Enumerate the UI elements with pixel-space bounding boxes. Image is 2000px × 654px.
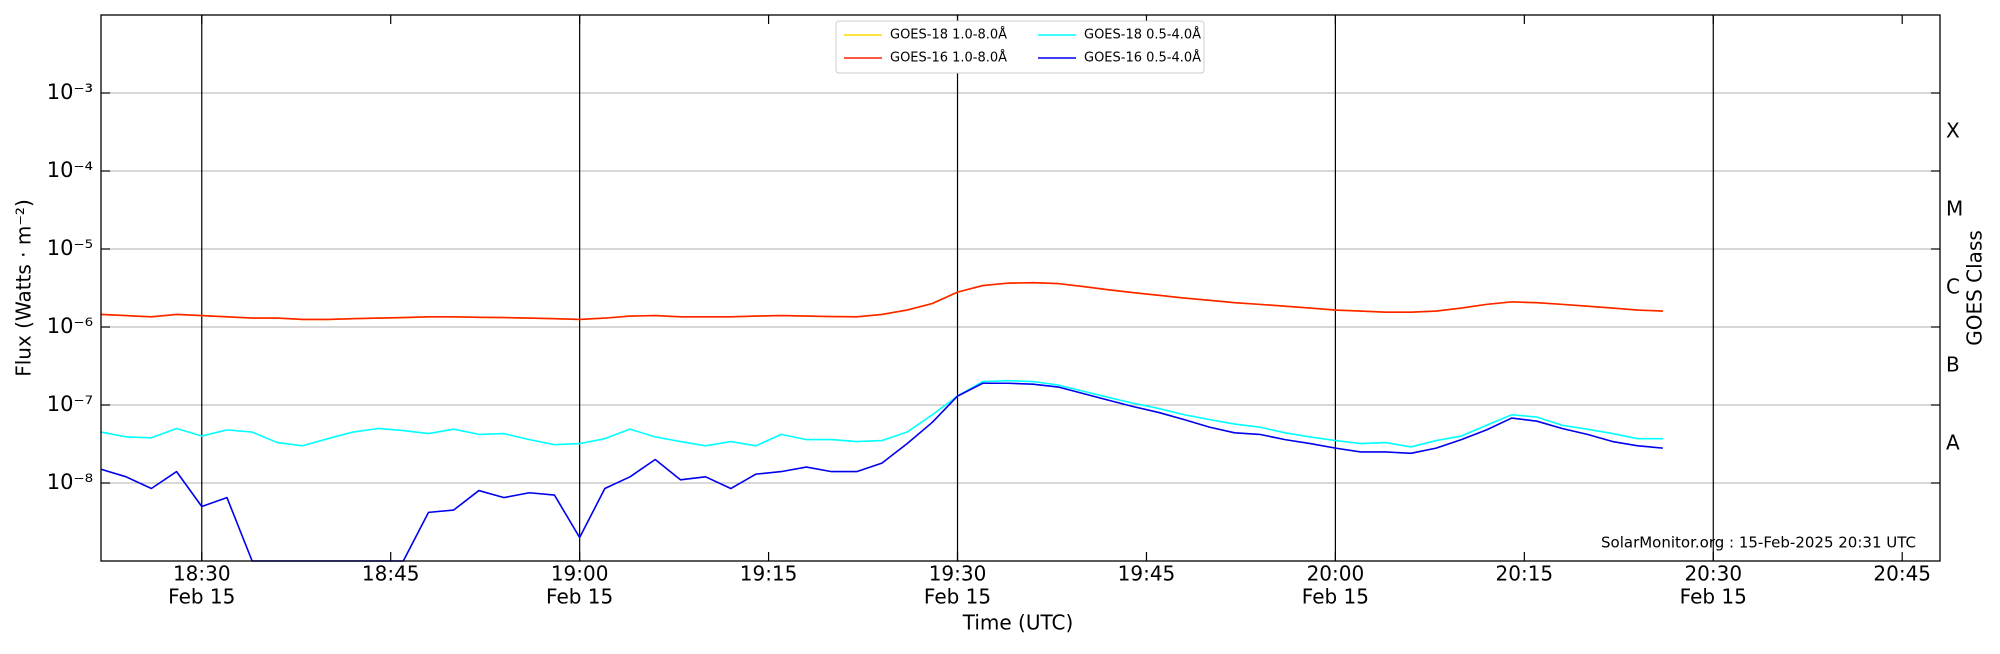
y-tick-label: 10⁻⁵ — [47, 236, 93, 260]
x-tick-date: Feb 15 — [168, 585, 235, 609]
y2-axis-label: GOES Class — [1963, 230, 1987, 346]
y2-tick-label: A — [1946, 431, 1960, 455]
y2-tick-label: X — [1946, 119, 1960, 143]
x-tick-label: 19:45 — [1118, 562, 1176, 586]
legend: GOES-18 1.0-8.0Å GOES-16 1.0-8.0Å GOES-18 … — [835, 20, 1205, 74]
annotation: SolarMonitor.org : 15-Feb-2025 20:31 UTC — [1601, 534, 1916, 552]
x-tick-label: 18:45 — [362, 562, 420, 586]
x-tick-label: 20:45 — [1873, 562, 1931, 586]
y-tick-label: 10⁻⁴ — [47, 158, 93, 182]
x-tick-label: 20:00 — [1307, 562, 1365, 586]
series-line — [100, 379, 1663, 448]
x-tick-label: 19:30 — [929, 562, 987, 586]
x-tick-date: Feb 15 — [1302, 585, 1369, 609]
legend-label: GOES-18 0.5-4.0Å — [1084, 27, 1201, 43]
y2-tick-label: B — [1946, 353, 1960, 377]
x-axis-label: Time (UTC) — [962, 611, 1074, 635]
y-tick-label: 10⁻⁸ — [47, 470, 93, 494]
x-tick-label: 19:00 — [551, 562, 609, 586]
legend-label: GOES-18 1.0-8.0Å — [890, 27, 1007, 43]
y-tick-label: 10⁻³ — [47, 80, 93, 104]
x-tick-date: Feb 15 — [924, 585, 991, 609]
x-tick-date: Feb 15 — [546, 585, 613, 609]
legend-label: GOES-16 1.0-8.0Å — [890, 50, 1007, 66]
y2-tick-label: C — [1946, 275, 1960, 299]
x-tick-label: 18:30 — [173, 562, 231, 586]
x-tick-label: 20:15 — [1496, 562, 1554, 586]
plot-frame — [100, 14, 1941, 562]
x-tick-date: Feb 15 — [1680, 585, 1747, 609]
legend-box — [835, 20, 1205, 74]
x-tick-label: 19:15 — [740, 562, 798, 586]
y-tick-label: 10⁻⁷ — [47, 392, 93, 416]
y-tick-label: 10⁻⁶ — [47, 314, 93, 338]
legend-label: GOES-16 0.5-4.0Å — [1084, 50, 1201, 66]
y2-tick-label: M — [1946, 197, 1963, 221]
y-axis-label: Flux (Watts · m⁻²) — [12, 199, 36, 377]
x-tick-label: 20:30 — [1684, 562, 1742, 586]
series-line — [100, 281, 1663, 321]
